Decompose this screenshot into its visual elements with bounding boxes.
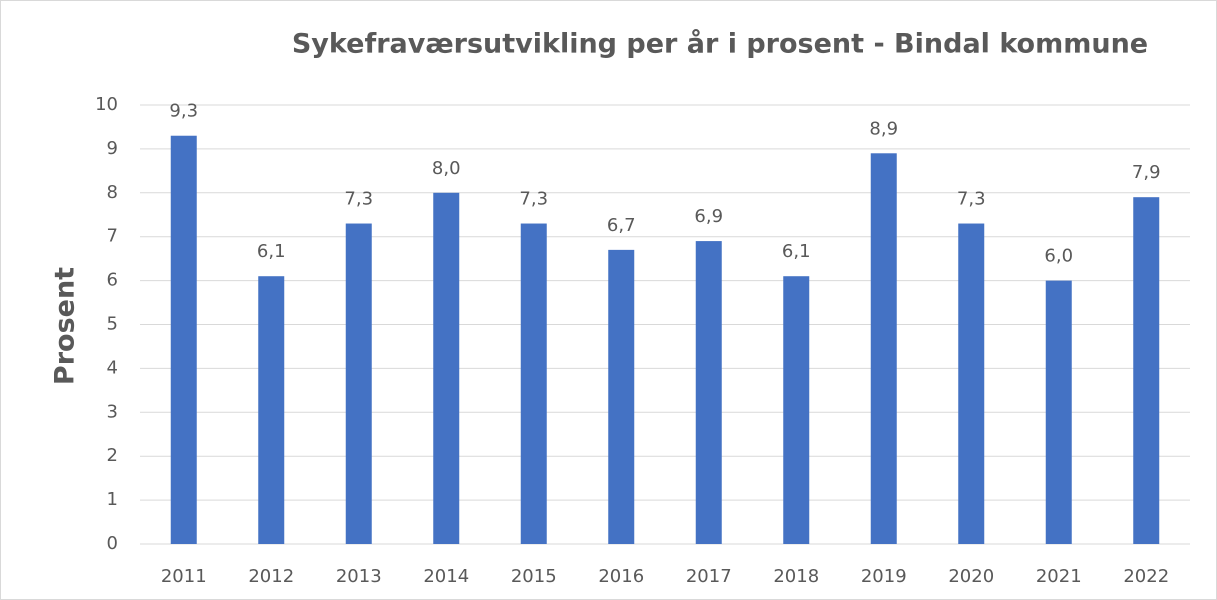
y-tick-label: 0 [107,533,118,554]
data-label: 6,1 [257,241,286,262]
x-tick-label: 2017 [686,566,732,587]
y-axis-label: Prosent [50,267,81,385]
data-label: 7,3 [957,189,986,210]
x-tick-label: 2015 [511,566,557,587]
bar [258,276,285,544]
bar [958,223,985,544]
data-label: 7,3 [344,189,373,210]
chart-title: Sykefraværsutvikling per år i prosent - … [292,28,1148,60]
x-tick-label: 2018 [773,566,819,587]
y-tick-label: 3 [107,401,118,422]
y-tick-label: 10 [95,94,118,115]
y-tick-label: 9 [107,138,118,159]
y-tick-label: 6 [107,270,118,291]
x-tick-label: 2012 [248,566,294,587]
data-label: 6,0 [1044,246,1073,267]
x-tick-label: 2016 [598,566,644,587]
bar [783,276,810,544]
x-tick-label: 2020 [948,566,994,587]
x-tick-label: 2013 [336,566,382,587]
data-label: 6,1 [782,241,811,262]
y-tick-label: 2 [107,445,118,466]
bar [1045,280,1072,544]
y-tick-label: 5 [107,314,118,335]
x-tick-label: 2011 [161,566,207,587]
y-tick-label: 8 [107,182,118,203]
bar [695,241,722,544]
data-label: 8,0 [432,158,461,179]
bar [870,153,897,545]
bar [1133,197,1160,544]
bar [608,249,635,544]
data-label: 7,9 [1132,162,1161,183]
x-tick-label: 2019 [861,566,907,587]
data-label: 9,3 [169,101,198,122]
x-tick-label: 2022 [1123,566,1169,587]
x-tick-label: 2014 [423,566,469,587]
bar [345,223,372,544]
y-tick-label: 1 [107,489,118,510]
x-tick-label: 2021 [1036,566,1082,587]
data-label: 8,9 [869,118,898,139]
data-label: 7,3 [519,189,548,210]
data-label: 6,9 [694,206,723,227]
bar [170,135,197,545]
y-tick-label: 7 [107,226,118,247]
data-label: 6,7 [607,215,636,236]
bar [433,192,460,545]
y-tick-label: 4 [107,357,118,378]
bar [520,223,547,544]
